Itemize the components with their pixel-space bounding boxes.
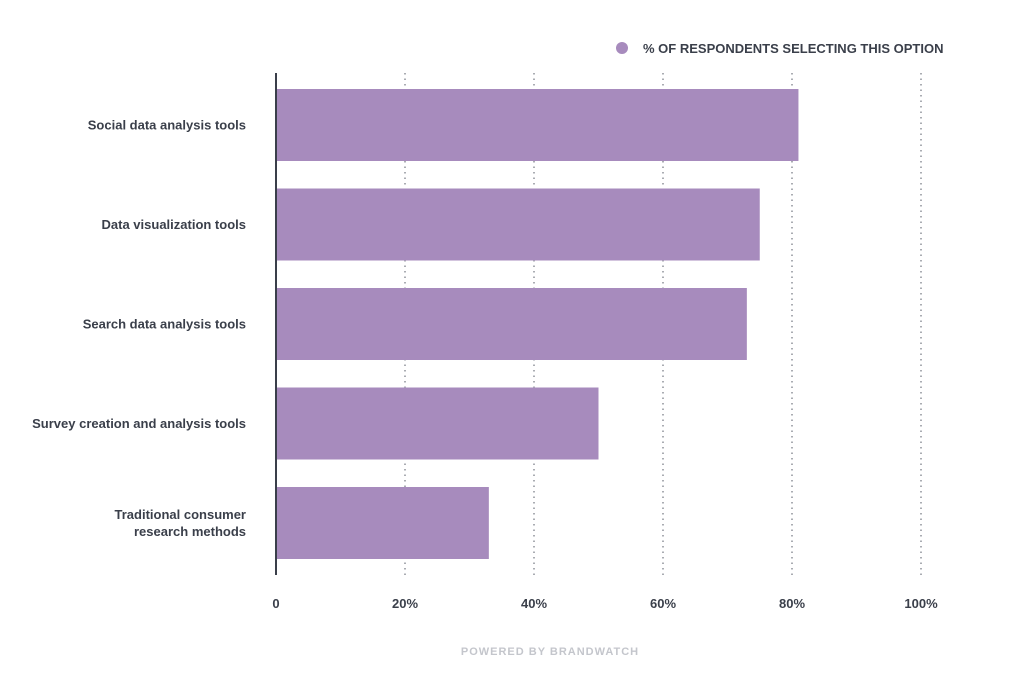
category-label-0: Social data analysis tools <box>88 118 246 133</box>
bar-0 <box>276 89 799 161</box>
bar-2 <box>276 288 747 360</box>
bar-1 <box>276 188 760 261</box>
legend-marker <box>616 42 628 54</box>
category-label-3: Survey creation and analysis tools <box>32 416 246 431</box>
footer-credit: POWERED BY BRANDWATCH <box>461 646 639 658</box>
bar-4 <box>276 487 489 559</box>
x-tick-label-80: 80% <box>779 596 805 611</box>
category-label-1: Data visualization tools <box>102 217 246 232</box>
category-labels: Social data analysis tools Data visualiza… <box>32 118 246 540</box>
legend: % OF RESPONDENTS SELECTING THIS OPTION <box>616 41 943 56</box>
x-tick-labels: 0 20% 40% 60% 80% 100% <box>272 596 938 611</box>
category-label-4: Traditional consumer research methods <box>115 507 246 539</box>
bar-3 <box>276 387 599 460</box>
bars <box>276 89 799 559</box>
category-label-2: Search data analysis tools <box>83 317 246 332</box>
legend-label: % OF RESPONDENTS SELECTING THIS OPTION <box>643 41 943 56</box>
x-tick-label-60: 60% <box>650 596 676 611</box>
x-tick-label-20: 20% <box>392 596 418 611</box>
x-tick-label-0: 0 <box>272 596 279 611</box>
x-tick-label-40: 40% <box>521 596 547 611</box>
x-tick-label-100: 100% <box>904 596 938 611</box>
